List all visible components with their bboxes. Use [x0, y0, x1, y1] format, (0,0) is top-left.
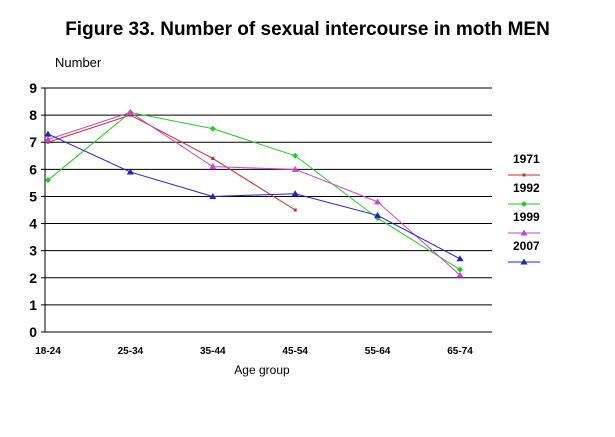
data-point-1992	[292, 152, 299, 159]
data-point-2007	[44, 130, 52, 137]
series-line-1971	[47, 114, 296, 211]
data-point-1999	[456, 271, 464, 278]
data-point-2007	[291, 190, 299, 197]
grid-lines	[45, 87, 492, 306]
data-point-1999	[126, 108, 134, 115]
axes	[41, 87, 492, 333]
x-tick-label: 18-24	[35, 346, 61, 357]
series-group	[44, 108, 464, 278]
legend-marker-2007	[520, 258, 528, 265]
y-tick-label: 9	[29, 80, 37, 96]
series-line-1999	[47, 111, 461, 276]
data-point-1992	[209, 125, 216, 132]
y-tick-label: 8	[29, 107, 37, 123]
y-tick-label: 5	[29, 188, 37, 204]
data-point-2007	[209, 192, 217, 199]
data-point-1992	[45, 177, 51, 184]
y-tick-labels: 0 1 2 3 4 5 6 7 8 9	[29, 80, 37, 340]
series-line-2007	[47, 133, 461, 260]
x-tick-labels: 18-24 25-34 35-44 45-54 55-64 65-74	[35, 346, 473, 357]
x-tick-label: 55-64	[365, 346, 391, 357]
legend-label-2007: 2007	[513, 239, 540, 253]
x-tick-label: 35-44	[200, 346, 226, 357]
x-tick-label: 45-54	[282, 346, 308, 357]
legend: 1971 1992 1999 2007	[508, 152, 540, 265]
y-tick-label: 1	[29, 297, 37, 313]
data-point-1999	[44, 136, 52, 143]
legend-label-1992: 1992	[513, 181, 540, 195]
data-point-1971	[211, 156, 215, 160]
data-point-1971	[46, 140, 50, 144]
y-tick-label: 7	[29, 134, 37, 150]
x-axis-label: Age group	[234, 363, 290, 377]
y-tick-label: 4	[29, 216, 37, 232]
x-tick-label: 65-74	[447, 346, 473, 357]
data-point-1992	[457, 266, 463, 273]
y-axis-label: Number	[55, 55, 102, 70]
legend-marker-1992	[521, 201, 527, 207]
data-point-1999	[374, 198, 382, 205]
y-tick-label: 6	[29, 161, 37, 177]
legend-marker-1971	[522, 173, 526, 177]
y-tick-label: 2	[29, 270, 37, 286]
y-tick-label: 0	[29, 324, 37, 340]
data-point-2007	[374, 211, 382, 218]
x-tick-label: 25-34	[118, 346, 144, 357]
data-point-1971	[293, 208, 297, 212]
data-point-2007	[456, 255, 464, 262]
data-point-2007	[126, 168, 134, 175]
chart-title: Figure 33. Number of sexual intercourse …	[65, 19, 550, 40]
legend-marker-1999	[520, 229, 528, 236]
data-point-1999	[291, 165, 299, 172]
series-line-1992	[47, 111, 461, 271]
y-tick-label: 3	[29, 243, 37, 259]
legend-label-1999: 1999	[513, 210, 540, 224]
data-point-1999	[209, 163, 217, 170]
legend-label-1971: 1971	[513, 152, 540, 166]
